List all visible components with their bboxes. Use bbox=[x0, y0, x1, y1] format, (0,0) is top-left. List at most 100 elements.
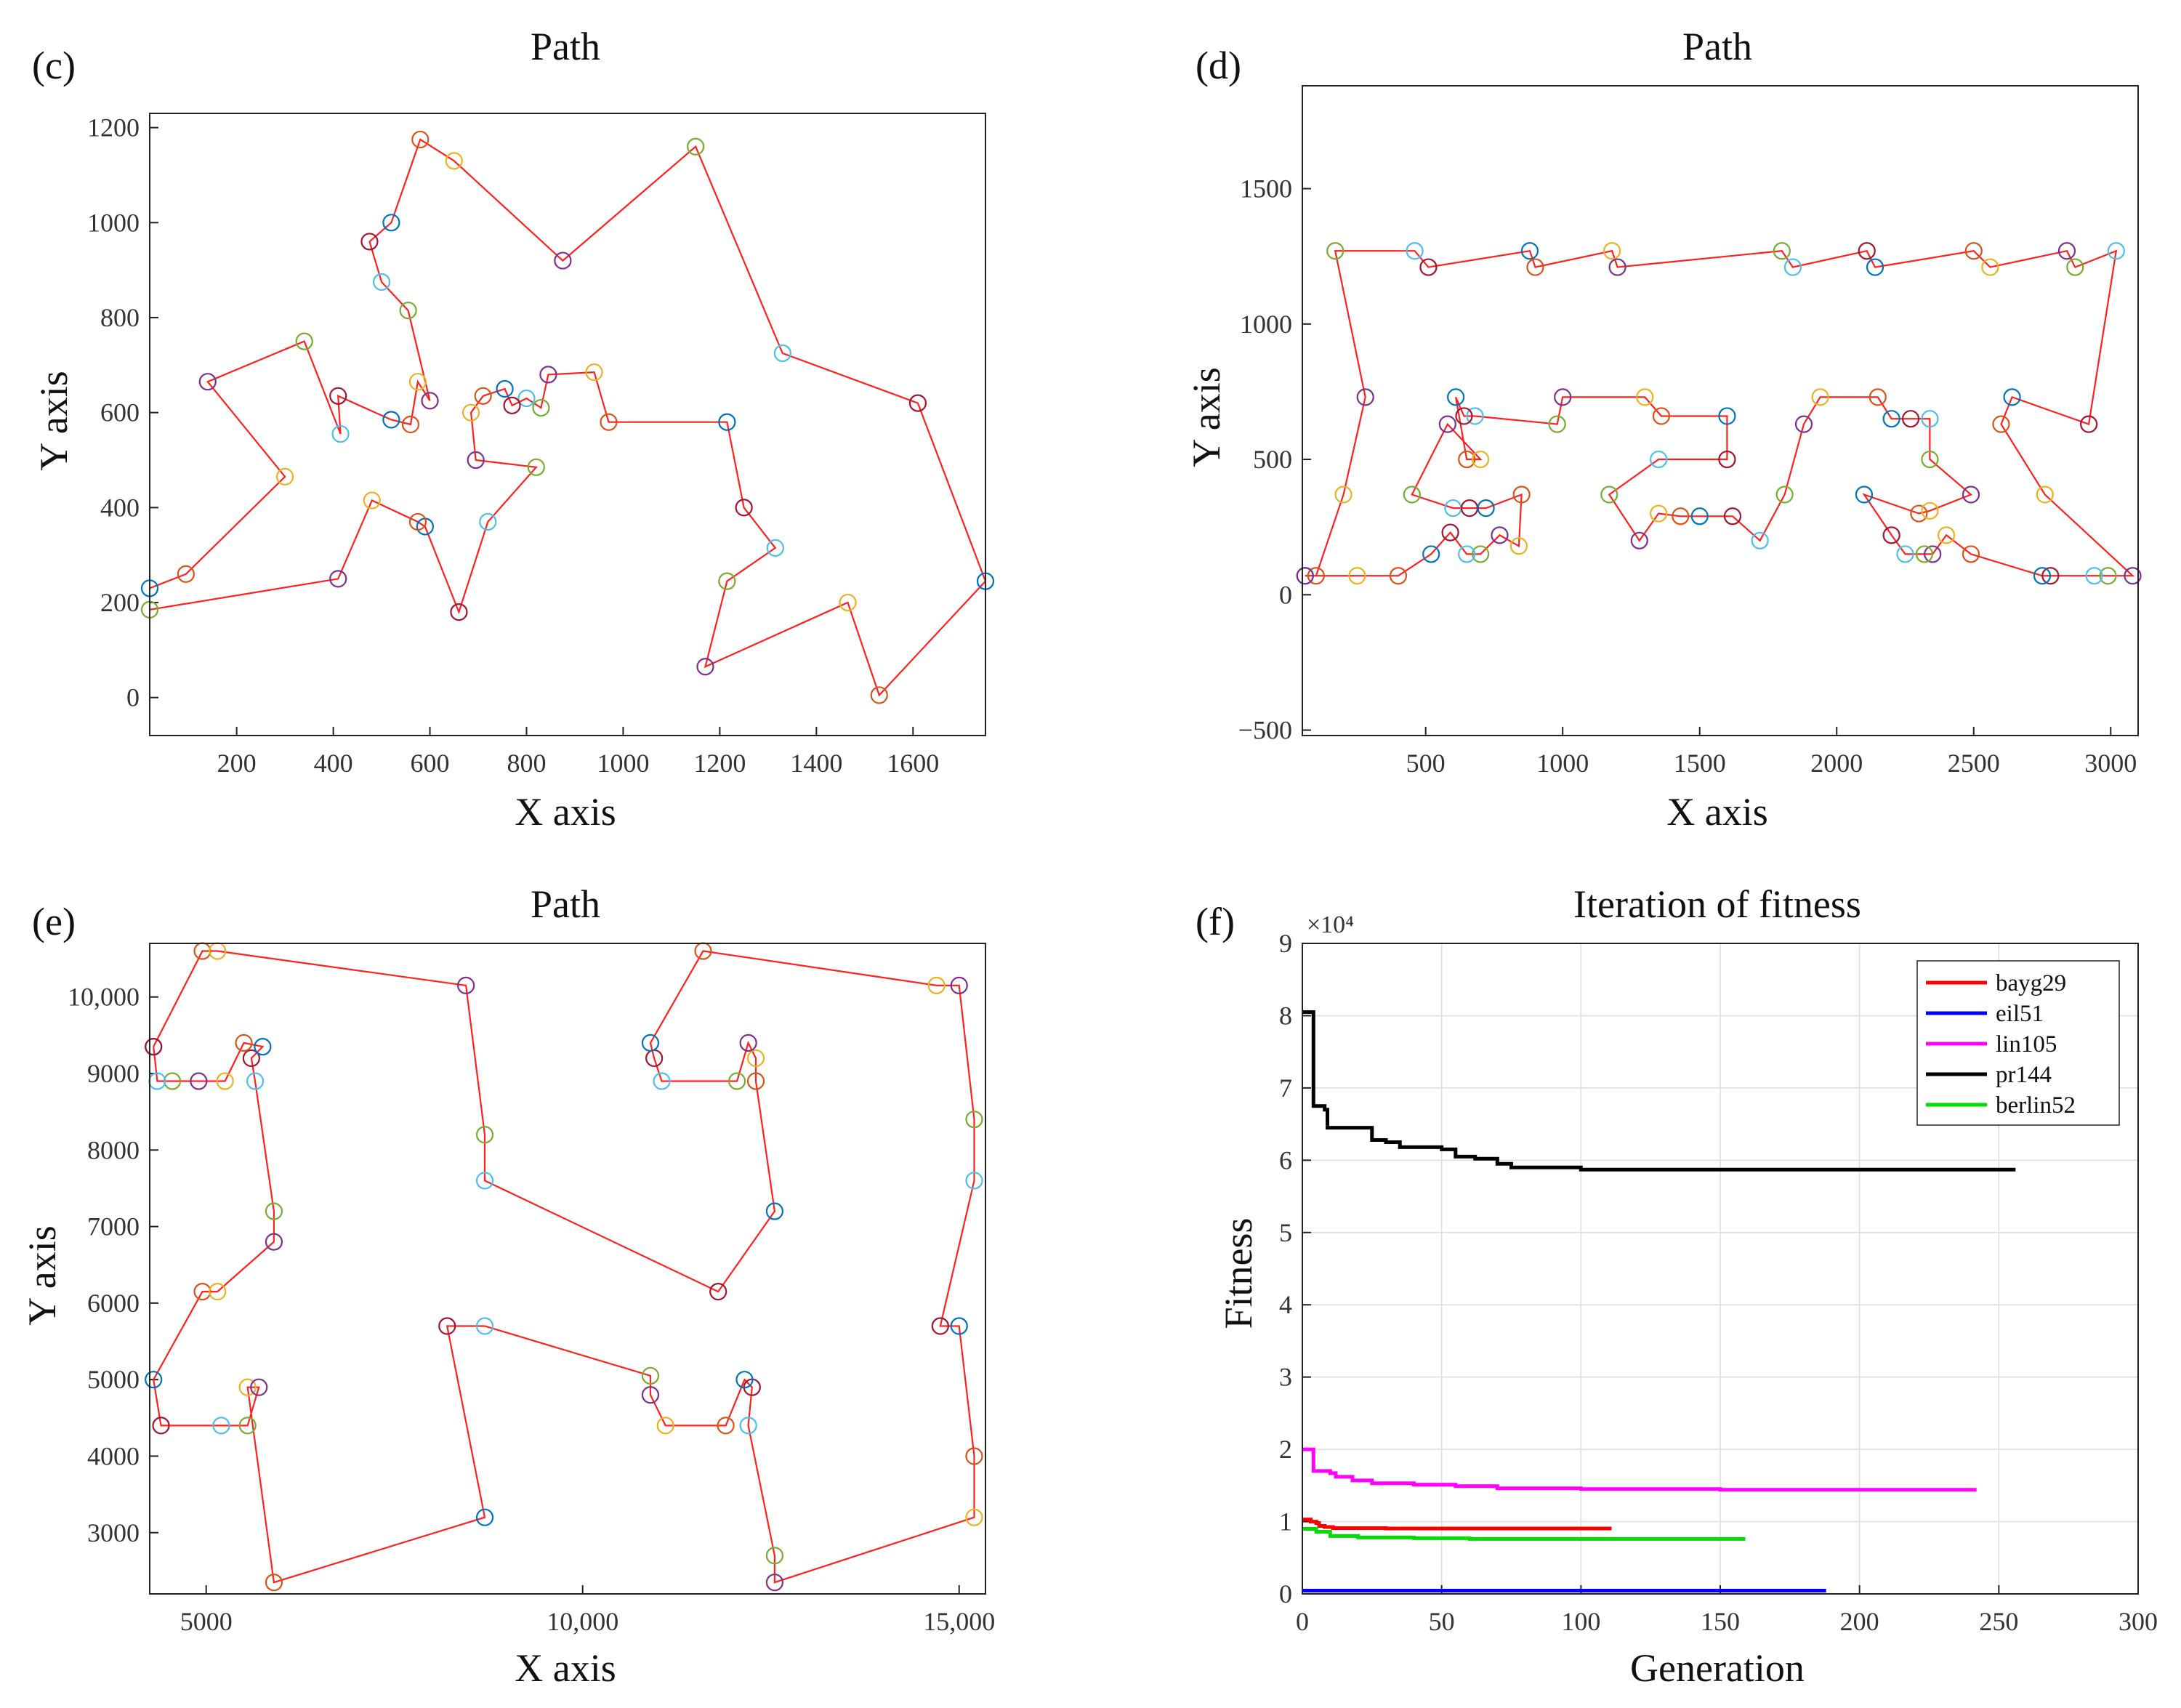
panel-f-ytick-label: 3 bbox=[1279, 1363, 1292, 1392]
panel-c-ytick-label: 1200 bbox=[87, 113, 140, 142]
panel-e-city-marker bbox=[641, 1366, 660, 1385]
panel-d-city-marker bbox=[1962, 545, 1980, 563]
panel-c-xtick-label: 1000 bbox=[597, 749, 649, 778]
panel-f-plot-area bbox=[1302, 1010, 2016, 1592]
panel-c-city-marker bbox=[735, 499, 753, 517]
panel-c-city-marker bbox=[408, 373, 427, 391]
panel-f-ytick-label: 4 bbox=[1279, 1290, 1292, 1319]
panel-d-city-marker bbox=[1811, 388, 1829, 406]
panel-c-ylabel: Y axis bbox=[32, 371, 76, 470]
panel-c: (c) Path X axis Y axis 200 400 600 800 1000 1… bbox=[32, 25, 995, 834]
panel-c-xtick-label: 200 bbox=[217, 749, 257, 778]
panel-c-city-marker bbox=[839, 593, 857, 612]
panel-f-title: Iteration of fitness bbox=[1573, 882, 1861, 926]
panel-d-city-marker bbox=[1773, 242, 1791, 260]
panel-d-city-marker bbox=[2003, 388, 2021, 406]
panel-d-city-marker bbox=[1910, 504, 1928, 523]
panel-e-city-marker bbox=[735, 1371, 754, 1389]
panel-e-ylabel: Y axis bbox=[20, 1225, 64, 1325]
panel-d-city-marker bbox=[1630, 531, 1648, 549]
panel-e-city-marker bbox=[238, 1417, 257, 1435]
panel-d-city-marker bbox=[1751, 531, 1769, 549]
panel-d-city-marker bbox=[1855, 486, 1874, 504]
panel-c-ytick-label: 200 bbox=[100, 588, 140, 617]
panel-e-city-marker bbox=[238, 1378, 257, 1396]
panel-c-city-marker bbox=[408, 512, 427, 531]
panel-d-city-marker bbox=[1554, 388, 1572, 406]
panel-d-city-marker bbox=[2057, 242, 2076, 260]
panel-c-xtick-label: 1400 bbox=[790, 749, 842, 778]
panel-d-city-marker bbox=[1526, 258, 1544, 276]
panel-c-city-marker bbox=[421, 392, 439, 410]
panel-f-ytick-label: 0 bbox=[1279, 1579, 1292, 1608]
panel-c-city-marker bbox=[600, 413, 618, 431]
panel-d-city-marker bbox=[1334, 486, 1352, 504]
panel-c-axes-frame bbox=[149, 113, 986, 736]
panel-d-city-marker bbox=[1723, 507, 1742, 525]
panel-d-city-marker bbox=[1992, 415, 2010, 433]
panel-e-ytick-label: 8000 bbox=[87, 1135, 140, 1164]
panel-e-city-marker bbox=[265, 1574, 283, 1592]
panel-e-city-marker bbox=[965, 1111, 983, 1129]
panel-e-ytick-label: 10,000 bbox=[68, 983, 140, 1012]
panel-f-legend: bayg29 eil51 lin105 pr144 berlin52 bbox=[1916, 960, 2120, 1126]
panel-e-city-marker bbox=[709, 1282, 727, 1301]
panel-e-city-marker bbox=[765, 1202, 784, 1220]
panel-d-city-marker bbox=[1608, 258, 1626, 276]
panel-d-city-marker bbox=[1458, 545, 1476, 563]
panel-d-city-marker bbox=[1896, 545, 1914, 563]
panel-e-route-line bbox=[153, 950, 975, 1584]
panel-c-city-marker bbox=[372, 273, 391, 291]
panel-d-ytick-label: −500 bbox=[1238, 716, 1292, 745]
panel-f-xtick-label: 250 bbox=[1979, 1607, 2018, 1636]
panel-c-city-marker bbox=[198, 373, 217, 391]
panel-d-city-marker bbox=[1981, 258, 1999, 276]
legend-label-eil51: eil51 bbox=[1996, 1001, 2044, 1027]
panel-d-city-marker bbox=[1455, 407, 1473, 425]
panel-d-city-marker bbox=[1406, 242, 1424, 260]
panel-d-xtick-label: 3000 bbox=[2084, 749, 2137, 778]
panel-c-ytick-label: 400 bbox=[100, 493, 140, 522]
panel-e-city-marker bbox=[246, 1072, 265, 1090]
panel-e-city-marker bbox=[475, 1317, 494, 1335]
panel-e-city-marker bbox=[641, 1034, 660, 1052]
panel-c-ytick-label: 600 bbox=[100, 398, 140, 427]
panel-d-city-marker bbox=[2036, 486, 2054, 504]
panel-e-city-marker bbox=[965, 1508, 983, 1526]
panel-e-city-marker bbox=[475, 1172, 494, 1190]
panel-c-ytick-label: 800 bbox=[100, 303, 140, 332]
panel-e-city-marker bbox=[145, 1038, 163, 1056]
panel-d-ytick-label: 1500 bbox=[1240, 174, 1292, 204]
panel-c-city-marker bbox=[696, 658, 714, 676]
panel-c-city-marker bbox=[329, 387, 347, 405]
panel-e-plot-area bbox=[145, 942, 983, 1592]
panel-d-city-marker bbox=[2124, 567, 2142, 585]
panel-d-city-marker bbox=[1326, 242, 1345, 260]
panel-e-ytick-label: 5000 bbox=[87, 1365, 140, 1394]
panel-c-city-marker bbox=[331, 424, 350, 443]
panel-f-xtick-label: 50 bbox=[1429, 1607, 1455, 1636]
panel-c-city-marker bbox=[411, 130, 430, 149]
series-line-lin105 bbox=[1302, 1447, 1977, 1492]
panel-c-city-marker bbox=[360, 233, 379, 251]
panel-e-city-marker bbox=[950, 1317, 968, 1335]
panel-f-xtick-label: 300 bbox=[2118, 1607, 2158, 1636]
panel-c-plot-area bbox=[140, 130, 995, 704]
panel-c-route-line bbox=[149, 138, 987, 697]
panel-e-city-marker bbox=[717, 1417, 735, 1435]
panel-c-city-marker bbox=[382, 214, 400, 232]
panel-e-city-marker bbox=[739, 1034, 757, 1052]
panel-c-city-marker bbox=[382, 411, 400, 429]
panel-c-city-marker bbox=[908, 394, 927, 412]
panel-d-city-marker bbox=[1422, 545, 1440, 563]
panel-f-axes-frame bbox=[1302, 943, 2139, 1595]
panel-e-title: Path bbox=[531, 882, 600, 926]
panel-e-city-marker bbox=[641, 1386, 660, 1404]
panel-d-city-marker bbox=[1403, 486, 1421, 504]
panel-e-xlabel: X axis bbox=[515, 1646, 616, 1690]
panel-f-xtick-label: 200 bbox=[1840, 1607, 1879, 1636]
panel-d-city-marker bbox=[1921, 501, 1939, 520]
panel-d-city-marker bbox=[2099, 567, 2117, 585]
panel-f-ytick-label: 1 bbox=[1279, 1507, 1292, 1536]
